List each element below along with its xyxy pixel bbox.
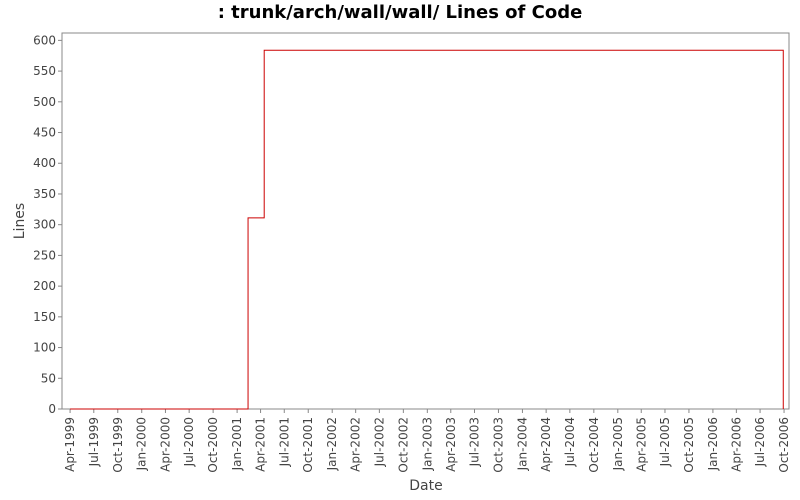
x-tick-label: Jul-2005 — [658, 417, 672, 467]
x-tick-label: Jul-2004 — [563, 417, 577, 467]
y-tick-label: 300 — [33, 218, 56, 232]
series-layer — [70, 49, 784, 410]
y-tick-label: 250 — [33, 248, 56, 262]
x-tick-label: Oct-2005 — [682, 417, 696, 473]
y-tick-label: 450 — [33, 126, 56, 140]
y-tick-label: 600 — [33, 33, 56, 47]
series-line — [70, 49, 784, 410]
y-tick-label: 50 — [41, 371, 56, 385]
y-tick-label: 400 — [33, 156, 56, 170]
x-tick-label: Oct-2006 — [777, 417, 791, 473]
x-tick-label: Jan-2000 — [135, 417, 149, 471]
y-axis-title: Lines — [12, 203, 28, 239]
y-tick-label: 350 — [33, 187, 56, 201]
x-tick-label: Oct-2000 — [206, 417, 220, 473]
x-tick-label: Jul-1999 — [87, 417, 101, 467]
x-tick-label: Jul-2000 — [182, 417, 196, 467]
x-tick-label: Oct-2003 — [491, 417, 505, 473]
chart-title: : trunk/arch/wall/wall/ Lines of Code — [217, 2, 583, 23]
x-tick-label: Apr-2005 — [634, 417, 648, 472]
y-tick-label: 0 — [48, 402, 56, 416]
x-tick-label: Apr-2004 — [539, 417, 553, 472]
x-tick-label: Jan-2004 — [515, 417, 529, 471]
x-tick-label: Jan-2003 — [420, 417, 434, 471]
y-tick-label: 200 — [33, 279, 56, 293]
x-tick-label: Jan-2005 — [611, 417, 625, 471]
x-tick-label: Apr-2000 — [158, 417, 172, 472]
y-tick-label: 500 — [33, 95, 56, 109]
plot-frame — [61, 32, 790, 410]
x-tick-label: Jan-2002 — [325, 417, 339, 471]
x-tick-label: Apr-2002 — [349, 417, 363, 472]
x-tick-label: Jan-2001 — [230, 417, 244, 471]
x-tick-label: Apr-2001 — [254, 417, 268, 472]
x-tick-label: Apr-2003 — [444, 417, 458, 472]
x-tick-label: Oct-2002 — [396, 417, 410, 473]
x-tick-label: Apr-1999 — [63, 417, 77, 472]
x-tick-label: Jul-2001 — [277, 417, 291, 467]
x-tick-label: Jul-2006 — [753, 417, 767, 467]
x-tick-label: Jul-2003 — [467, 417, 481, 467]
x-tick-label: Oct-1999 — [111, 417, 125, 473]
y-tick-label: 100 — [33, 341, 56, 355]
x-tick-label: Jul-2002 — [372, 417, 386, 467]
y-tick-label: 550 — [33, 64, 56, 78]
x-tick-label: Jan-2006 — [706, 417, 720, 471]
x-axis: Apr-1999 Jul-1999 Oct-1999 Jan-2000 Apr-2000… — [63, 409, 791, 473]
x-tick-label: Apr-2006 — [729, 417, 743, 472]
x-tick-label: Oct-2001 — [301, 417, 315, 473]
x-axis-title: Date — [409, 478, 442, 494]
x-tick-label: Oct-2004 — [587, 417, 601, 473]
y-axis: 0 50 100 150 200 250 300 350 400 450 500 550 600 — [33, 33, 62, 416]
y-tick-label: 150 — [33, 310, 56, 324]
